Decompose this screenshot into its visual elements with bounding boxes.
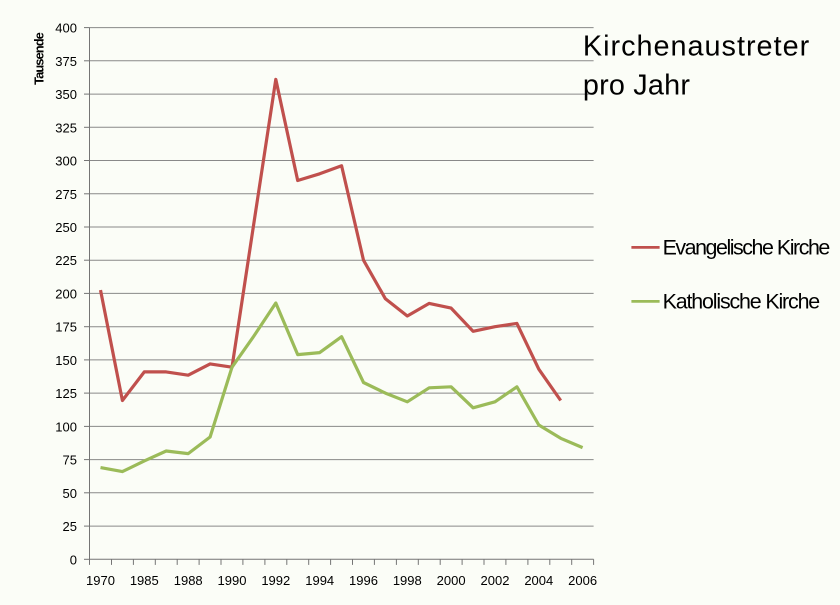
svg-text:0: 0 [70,552,77,567]
svg-text:125: 125 [55,386,77,401]
svg-text:2000: 2000 [437,573,466,588]
svg-text:25: 25 [63,519,77,534]
svg-text:200: 200 [55,286,77,301]
svg-text:1990: 1990 [218,573,247,588]
svg-text:250: 250 [55,220,77,235]
svg-text:275: 275 [55,187,77,202]
svg-text:325: 325 [55,120,77,135]
svg-text:1996: 1996 [349,573,378,588]
svg-text:2002: 2002 [481,573,510,588]
svg-text:150: 150 [55,353,77,368]
svg-text:Kirchenaustreter: Kirchenaustreter [583,30,810,62]
svg-text:1998: 1998 [393,573,422,588]
svg-text:225: 225 [55,253,77,268]
svg-text:350: 350 [55,87,77,102]
svg-text:175: 175 [55,320,77,335]
svg-text:375: 375 [55,54,77,69]
svg-text:1994: 1994 [305,573,334,588]
svg-text:Katholische Kirche: Katholische Kirche [663,290,820,314]
svg-text:50: 50 [63,486,77,501]
svg-text:1992: 1992 [261,573,290,588]
svg-text:pro Jahr: pro Jahr [583,70,690,102]
svg-text:1988: 1988 [174,573,203,588]
svg-text:Evangelische Kirche: Evangelische Kirche [663,236,830,260]
svg-text:2006: 2006 [568,573,597,588]
svg-text:2004: 2004 [524,573,553,588]
svg-text:Tausende: Tausende [32,32,47,84]
svg-text:100: 100 [55,419,77,434]
svg-text:300: 300 [55,154,77,169]
svg-text:1970: 1970 [86,573,115,588]
svg-text:1985: 1985 [130,573,159,588]
svg-text:400: 400 [55,21,77,36]
svg-text:75: 75 [63,453,77,468]
